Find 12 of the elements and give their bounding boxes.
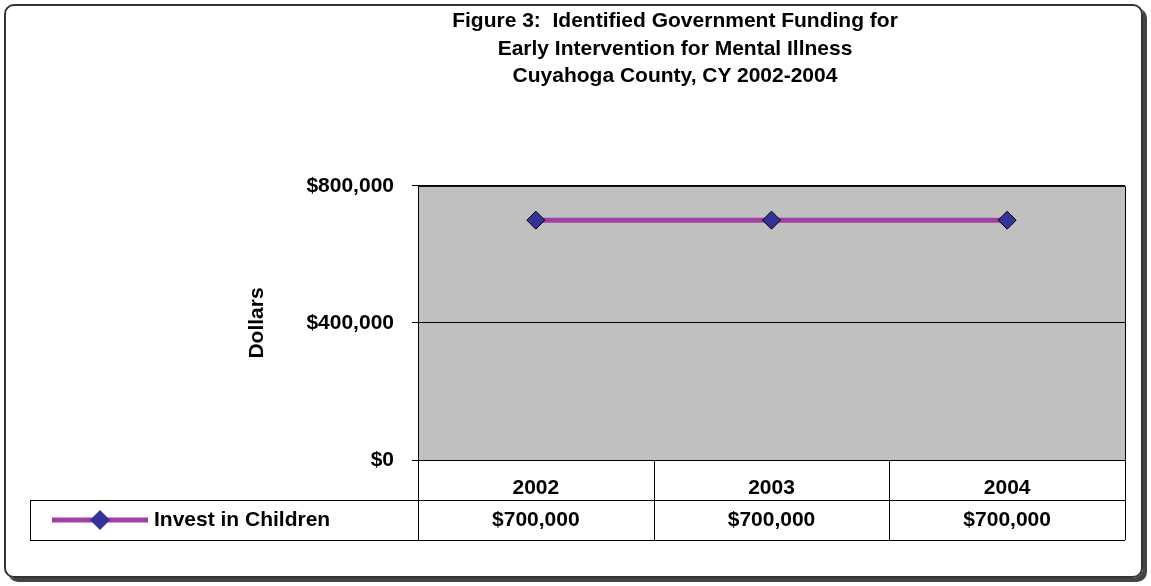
y-tick-label: $400,000 [306, 309, 394, 333]
x-tick-label: 2003 [748, 475, 795, 499]
x-tick-label: 2002 [512, 475, 560, 499]
data-label: $700,000 [727, 506, 816, 530]
data-label: $700,000 [963, 506, 1051, 530]
chart-title: Figure 3: Identified Government Funding for Early Intervention for Mental Illness Cuyahoga County, CY 2002-2004 [452, 8, 898, 87]
data-label: $700,000 [492, 506, 580, 530]
y-tick-label: $0 [370, 446, 394, 470]
legend-label: Invest in Children [154, 506, 331, 530]
y-tick-label: $800,000 [306, 172, 394, 196]
y-axis-title: Dollars [244, 287, 268, 359]
x-tick-label: 2004 [983, 475, 1031, 499]
